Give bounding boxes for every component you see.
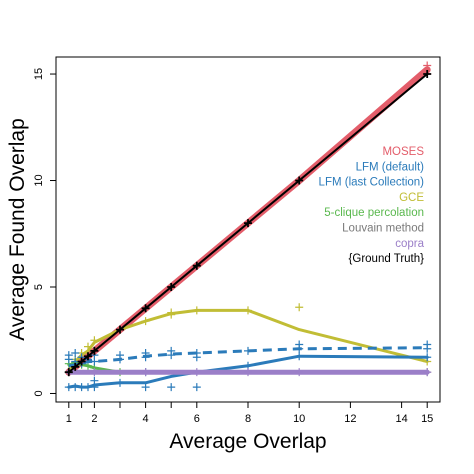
legend-entry-ground-truth: {Ground Truth} [349,253,425,265]
data-point [167,346,176,355]
data-point [141,317,150,326]
y-tick-label: 0 [33,390,45,396]
data-point [90,368,99,377]
y-axis-title: Average Found Overlap [6,118,29,341]
data-point [192,368,201,377]
x-tick-label: 4 [143,413,149,425]
y-tick-label: 15 [33,68,45,80]
x-axis: 1 2 4 6 8 10 12 14 15 [66,402,433,425]
data-point [141,353,150,362]
data-point [116,325,124,334]
data-point [244,219,252,228]
data-point [71,349,80,358]
data-point [90,336,99,345]
x-tick-label: 15 [421,413,433,425]
data-point [141,304,150,313]
y-axis: 0 5 10 15 [33,68,56,397]
series-ground-truth [64,70,432,377]
legend-entry-lfm-last-collection: LFM (last Collection) [319,177,425,189]
data-point [244,368,252,377]
data-point [192,261,201,270]
data-point [192,383,201,392]
x-tick-label: 12 [344,413,356,425]
x-tick-label: 2 [91,413,97,425]
data-point [167,283,176,291]
series-lfm-last-collection [64,340,432,368]
x-tick-label: 8 [245,413,251,425]
data-point [167,383,176,392]
legend-entry-lfm-default: LFM (default) [356,161,425,173]
data-point [192,353,201,362]
data-point [295,340,304,349]
data-point [423,340,432,349]
data-point [90,346,99,355]
data-point [295,176,304,185]
data-point [423,70,432,79]
data-point [423,61,432,70]
data-point [423,353,432,362]
data-point [84,352,92,361]
legend-entry-copra: copra [395,238,424,250]
x-tick-label: 1 [66,413,72,425]
data-point [71,362,80,371]
x-tick-label: 6 [194,413,200,425]
legend-entry-5-clique-percolation: 5-clique percolation [324,207,424,219]
x-axis-title: Average Overlap [169,430,326,453]
x-tick-label: 10 [293,413,305,425]
data-point [141,383,150,392]
data-point [295,303,304,312]
data-point [64,351,73,360]
legend-entry-gce: GCE [399,192,424,204]
legend-entry-moses: MOSES [382,146,424,158]
data-point [64,368,73,377]
series-line-gce [67,308,429,374]
data-point [244,306,252,315]
legend-entry-louvain-method: Louvain method [342,223,424,235]
data-point [244,346,252,355]
series-line-lfm-last-collection [68,346,428,368]
x-tick-label: 14 [395,413,407,425]
data-point [84,342,92,351]
data-point [192,306,201,315]
data-point [295,368,304,377]
series-layer [64,61,432,392]
data-point [423,368,432,377]
data-point [77,357,86,366]
y-tick-label: 10 [33,174,45,186]
data-point [167,308,176,317]
data-point [295,352,304,361]
data-point [141,368,150,377]
data-point [116,378,124,387]
legend: MOSES LFM (default) LFM (last Collection) G… [319,146,425,265]
data-point [116,351,124,360]
data-point [90,376,99,385]
y-tick-label: 5 [33,284,45,290]
